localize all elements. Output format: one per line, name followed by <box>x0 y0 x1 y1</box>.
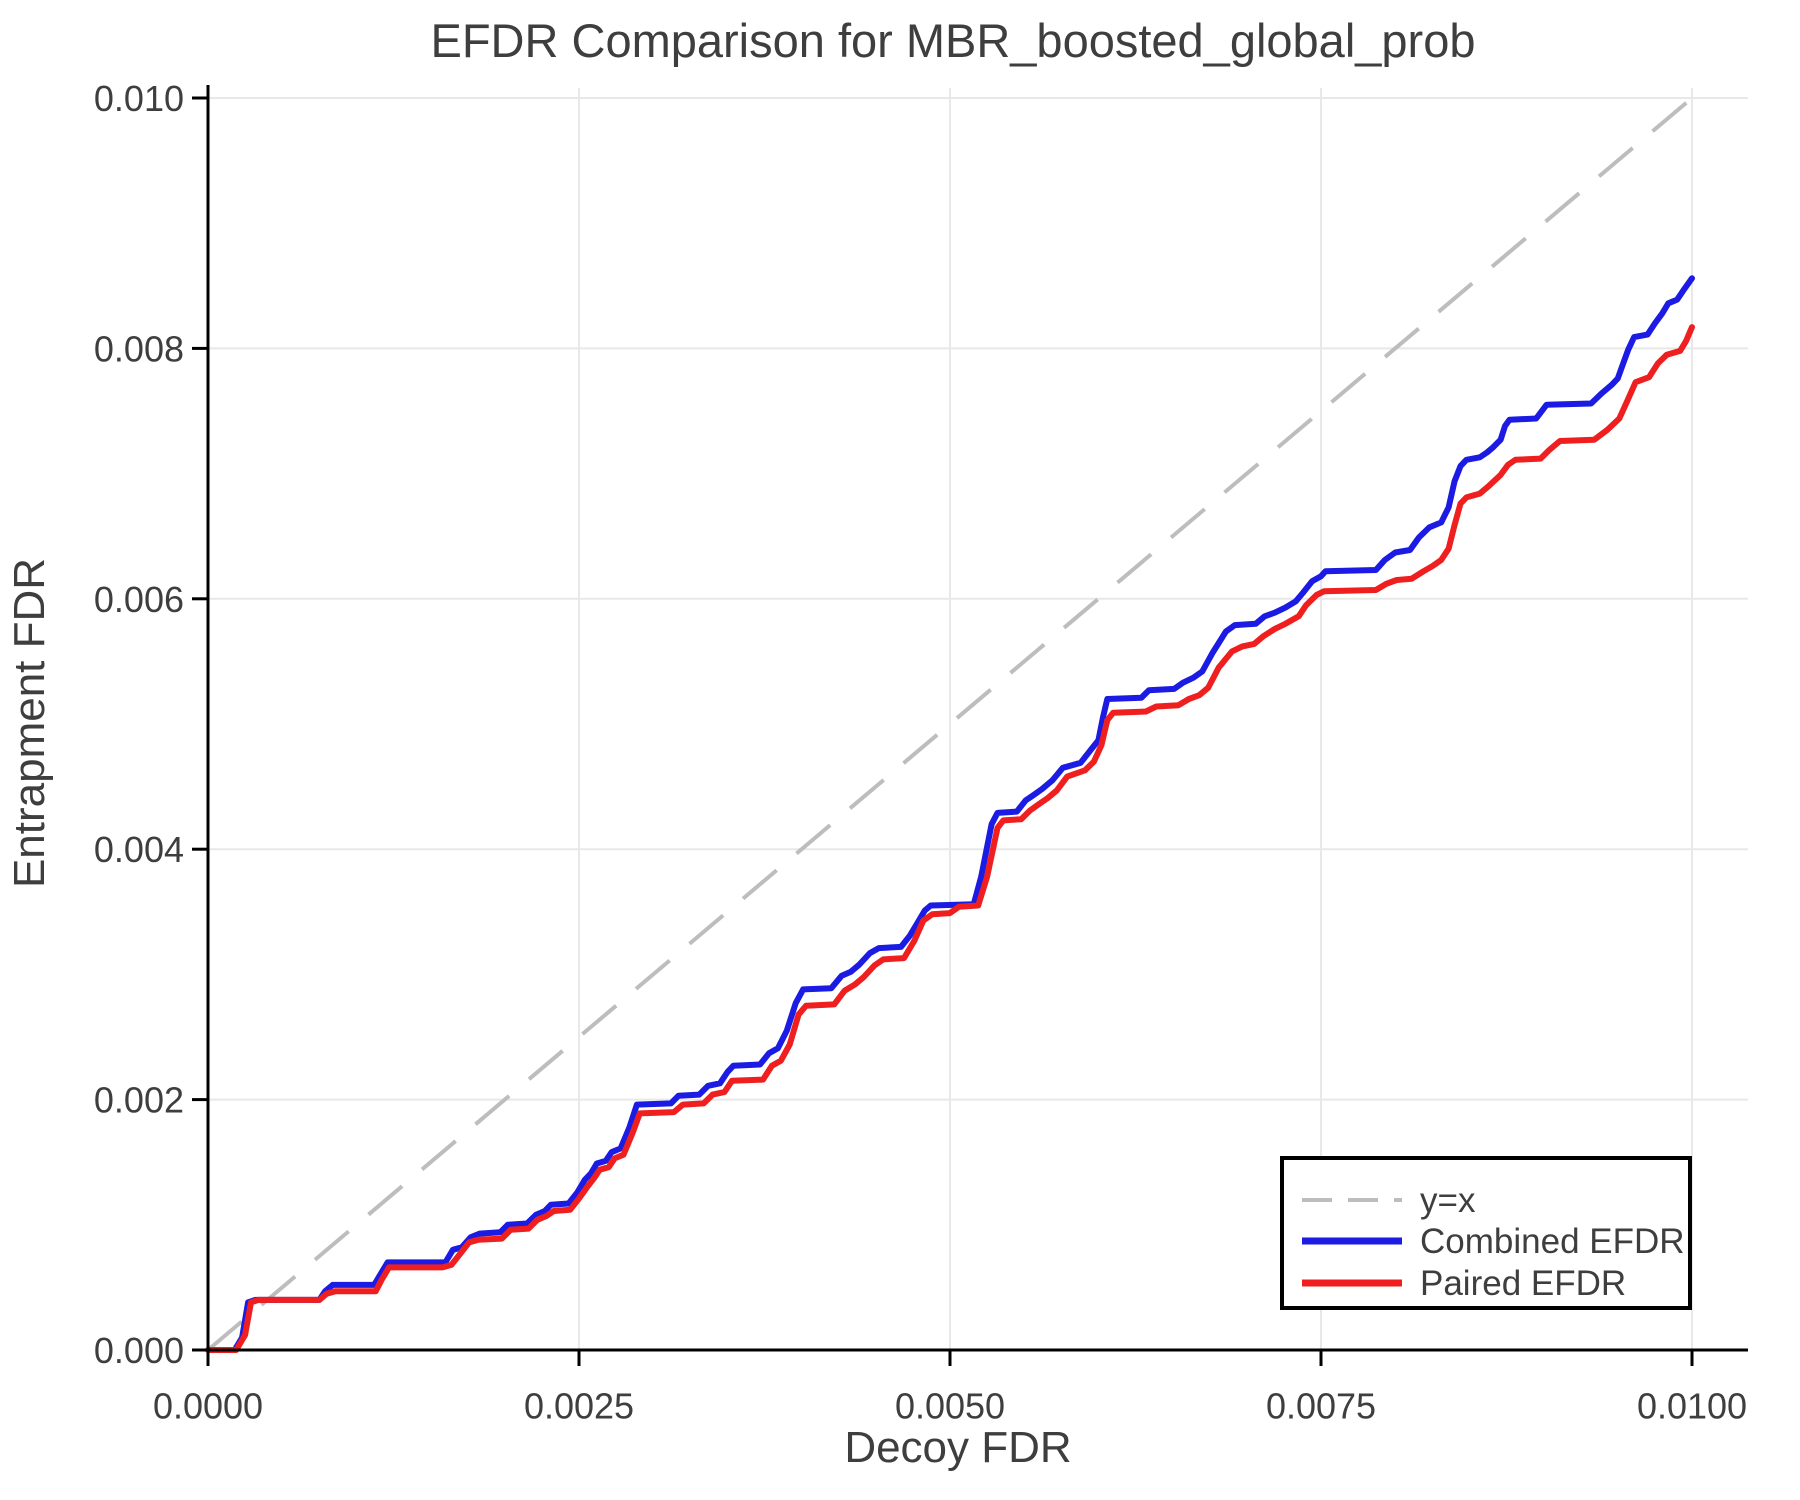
y-tick-label: 0.002 <box>94 1080 184 1121</box>
x-axis-title: Decoy FDR <box>844 1423 1071 1472</box>
y-tick-label: 0.004 <box>94 829 184 870</box>
y-tick-label: 0.008 <box>94 328 184 369</box>
series-line-combined-efdr <box>205 275 1695 1353</box>
legend-label-paired: Paired EFDR <box>1420 1264 1626 1303</box>
x-tick-label: 0.0075 <box>1266 1385 1376 1426</box>
y-axis-title: Entrapment FDR <box>5 558 54 888</box>
series-line-paired-efdr <box>205 324 1695 1353</box>
x-tick-label: 0.0050 <box>895 1385 1005 1426</box>
legend: y=x Combined EFDR Paired EFDR <box>1280 1156 1692 1310</box>
legend-label-yx: y=x <box>1420 1181 1476 1220</box>
y-tick-label: 0.010 <box>94 78 184 119</box>
legend-label-combined: Combined EFDR <box>1420 1222 1685 1261</box>
x-tick-label: 0.0100 <box>1637 1385 1747 1426</box>
y-tick-label: 0.000 <box>94 1330 184 1371</box>
tick-labels: 0.0000 0.0025 0.0050 0.0075 0.0100 0.000 0.002… <box>94 78 1747 1426</box>
series-line-y-x <box>206 96 1694 1352</box>
y-tick-label: 0.006 <box>94 579 184 620</box>
series-lines <box>205 96 1695 1353</box>
axes <box>192 85 1748 1366</box>
chart-title: EFDR Comparison for MBR_boosted_global_p… <box>431 14 1476 67</box>
x-tick-label: 0.0025 <box>524 1385 634 1426</box>
x-tick-label: 0.0000 <box>153 1385 263 1426</box>
